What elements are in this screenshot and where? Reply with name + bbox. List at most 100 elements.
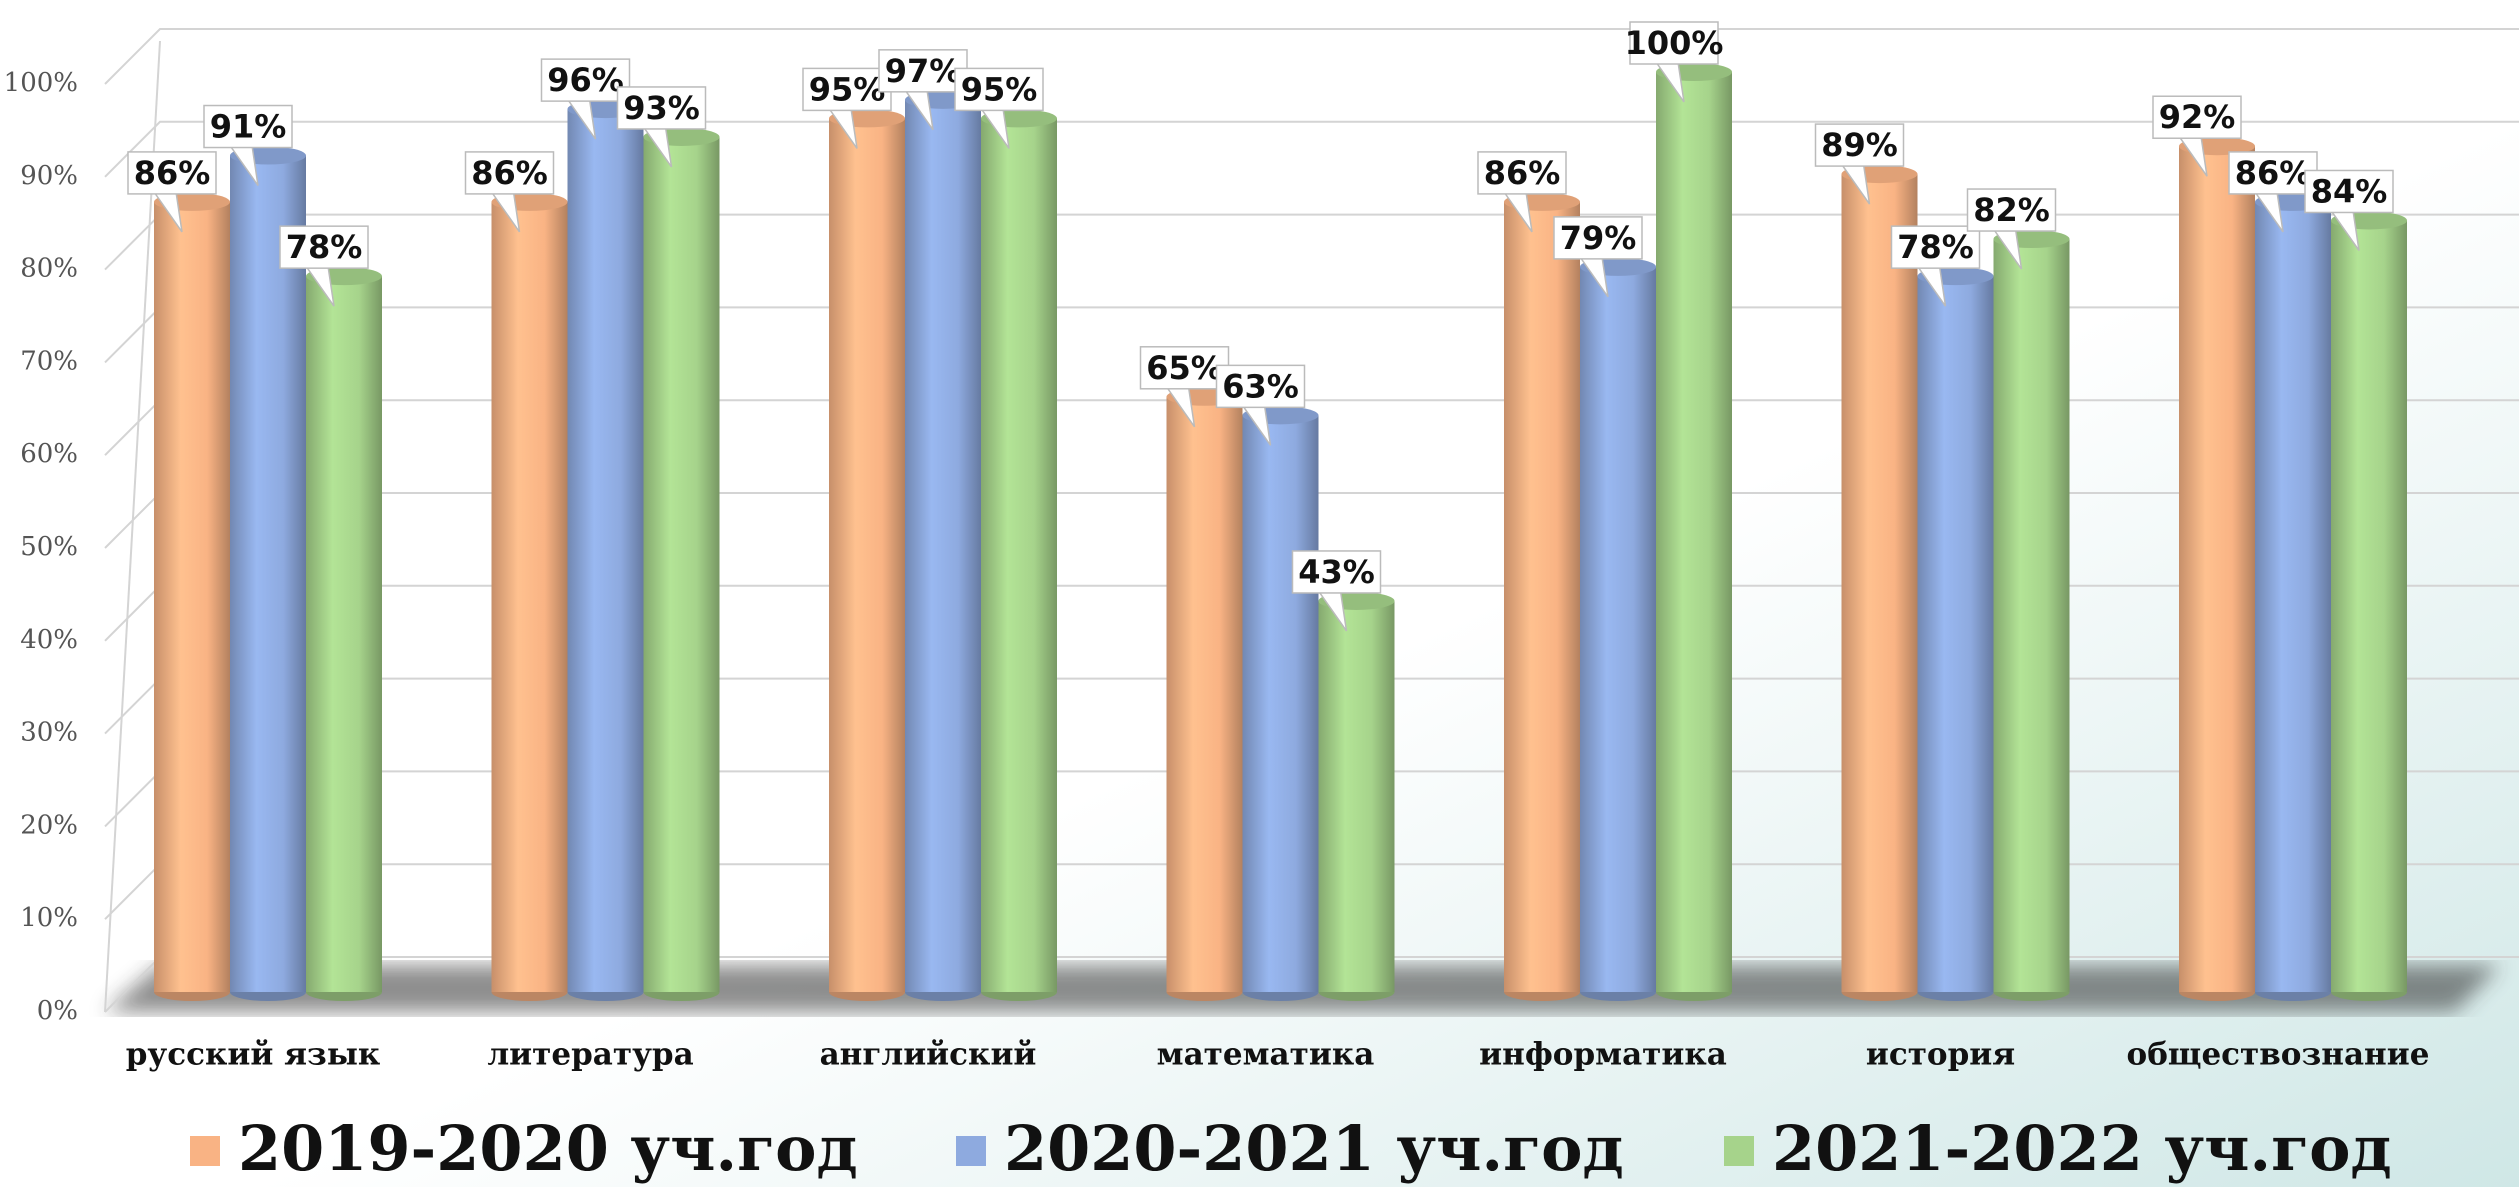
y-tick-label: 0% <box>37 996 78 1026</box>
legend-label: 2019-2020 уч.год <box>238 1112 858 1185</box>
bar <box>905 90 981 1001</box>
value-label: 91% <box>210 108 287 146</box>
value-label: 78% <box>1897 228 1974 266</box>
callout-box <box>464 151 555 195</box>
y-tick-label: 20% <box>20 810 78 840</box>
callout-box <box>540 58 631 102</box>
legend-label: 2020-2021 уч.год <box>1004 1112 1624 1185</box>
bar <box>1841 165 1918 1001</box>
legend: 2019-2020 уч.год 2020-2021 уч.год 2021-202… <box>190 1112 2392 1185</box>
legend-swatch <box>1724 1136 1754 1166</box>
bar-body <box>306 276 382 992</box>
bar-body <box>1917 276 1994 992</box>
y-tick-label: 90% <box>20 161 78 191</box>
bar <box>2331 211 2407 1001</box>
bar <box>567 100 644 1001</box>
bar-body <box>2331 220 2407 993</box>
callout-box <box>1553 216 1643 260</box>
callout-box <box>279 225 369 269</box>
callout-box <box>127 151 217 195</box>
value-label: 86% <box>471 154 548 192</box>
x-tick-label: информатика <box>1479 1037 1727 1073</box>
x-tick-label: английский <box>820 1037 1037 1073</box>
bar <box>981 109 1057 1001</box>
bar <box>154 192 230 1001</box>
bar-body <box>1841 174 1918 992</box>
bar <box>1242 406 1319 1001</box>
callout-box <box>1890 225 1981 269</box>
x-tick-label: математика <box>1157 1037 1375 1073</box>
y-tick-label: 60% <box>20 439 78 469</box>
bar <box>1504 192 1580 1001</box>
value-label: 84% <box>2311 172 2388 210</box>
bar <box>1580 257 1656 1001</box>
labels: русский язык 86% 91% 78% литература 86% 96%93%… <box>126 21 2430 1073</box>
value-label: 86% <box>2235 154 2312 192</box>
bar-body <box>1993 239 2070 993</box>
callout-box <box>203 104 293 149</box>
callout-box <box>1291 550 1382 594</box>
y-tick-label: 40% <box>20 625 78 655</box>
x-tick-label: история <box>1866 1037 2015 1073</box>
axis-line <box>104 40 161 1013</box>
value-label: 100% <box>1625 24 1724 62</box>
bar-body <box>2179 146 2255 993</box>
value-label: 97% <box>885 52 962 90</box>
bar-body <box>2255 201 2331 993</box>
bar <box>491 192 568 1001</box>
callout-box <box>1966 188 2057 232</box>
bar <box>230 146 306 1001</box>
callout-box <box>954 67 1044 112</box>
callout-box <box>616 86 707 130</box>
value-label: 43% <box>1298 553 1375 591</box>
value-label: 95% <box>809 70 886 108</box>
callout-box <box>1629 21 1719 65</box>
value-label: 86% <box>134 154 211 192</box>
y-tick-label: 80% <box>20 254 78 284</box>
x-tick-label: литература <box>487 1037 693 1073</box>
y-tick-label: 100% <box>4 68 78 98</box>
legend-swatch <box>956 1136 986 1166</box>
y-tick-label: 30% <box>20 718 78 748</box>
x-tick-label: русский язык <box>126 1037 381 1073</box>
bar-body <box>1504 201 1580 993</box>
bar <box>1656 63 1732 1001</box>
bar <box>2255 192 2331 1001</box>
value-label: 93% <box>623 89 700 127</box>
bar-body <box>1242 415 1319 992</box>
x-tick-label: обществознание <box>2127 1037 2430 1073</box>
value-label: 89% <box>1821 126 1898 164</box>
y-tick-label: 70% <box>20 346 78 376</box>
legend-label: 2021-2022 уч.год <box>1772 1112 2392 1185</box>
legend-swatch <box>190 1136 220 1166</box>
value-label: 92% <box>2159 98 2236 136</box>
bar <box>306 267 382 1001</box>
value-label: 63% <box>1222 367 1299 405</box>
bar-body <box>905 99 981 993</box>
bar-body <box>1656 72 1732 992</box>
bar <box>643 127 720 1001</box>
callout-box <box>2304 169 2394 214</box>
callout-box <box>2228 151 2318 195</box>
callout-box <box>1814 123 1905 167</box>
value-label: 79% <box>1560 219 1637 257</box>
y-tick-label: 50% <box>20 532 78 562</box>
bar-body <box>567 109 644 993</box>
bar <box>1318 591 1395 1001</box>
value-label: 82% <box>1973 191 2050 229</box>
bar-body <box>1318 600 1395 992</box>
bar-body <box>981 118 1057 992</box>
grid-line <box>104 28 2519 85</box>
bar-body <box>829 118 905 992</box>
value-label: 78% <box>286 228 363 266</box>
callout-box <box>1215 364 1306 409</box>
bar-body <box>230 155 306 992</box>
y-tick-label: 10% <box>20 903 78 933</box>
value-label: 96% <box>547 61 624 99</box>
bar <box>1993 230 2070 1001</box>
bar-body <box>491 201 568 993</box>
bar-body <box>154 201 230 993</box>
bar-body <box>643 136 720 992</box>
